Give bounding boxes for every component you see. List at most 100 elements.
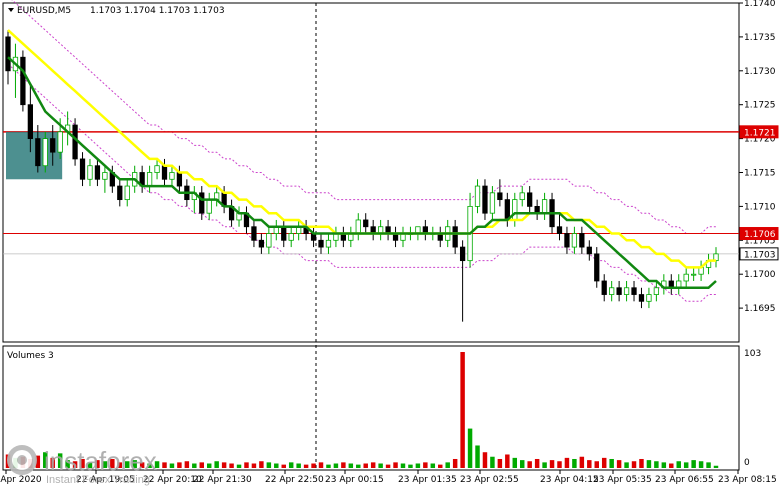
candles-group <box>5 30 719 322</box>
volume-bar <box>490 456 495 468</box>
volume-bar <box>311 463 316 468</box>
watermark-tagline: Instant Forex Trading <box>46 474 150 486</box>
volume-bar <box>706 462 711 468</box>
candle-body <box>72 124 78 160</box>
volume-bar <box>110 458 115 468</box>
volume-bar <box>50 457 55 468</box>
price-label-box <box>739 227 779 241</box>
volume-bar <box>251 463 257 468</box>
volume-bar <box>80 458 85 468</box>
dropdown-triangle-icon[interactable] <box>8 8 14 12</box>
candle-body <box>564 233 570 248</box>
volume-bar <box>117 462 123 468</box>
price-axis-ticks: 1.17401.17351.17301.17251.17201.17151.17… <box>739 0 776 314</box>
volume-bar <box>438 464 443 468</box>
volume-bar <box>467 428 473 468</box>
candle-body <box>206 199 212 214</box>
volume-bar <box>505 454 510 468</box>
x-tick-label: 22 Apr 2020 <box>0 475 42 485</box>
candle-body <box>251 226 257 241</box>
candle-body <box>146 172 153 187</box>
volume-bar <box>415 463 421 468</box>
candle-body <box>94 165 101 180</box>
volume-bar <box>639 458 644 468</box>
volume-bar <box>408 464 413 468</box>
candle-body <box>482 185 488 214</box>
volume-bar <box>587 460 592 468</box>
volume-bar <box>35 455 41 468</box>
candle-body <box>646 294 652 302</box>
y-tick-label: 1.1720 <box>744 135 776 145</box>
candle-body <box>258 239 265 248</box>
volume-bar <box>214 461 219 468</box>
volume-bar <box>236 464 242 468</box>
volume-bar <box>460 352 465 468</box>
volume-bar <box>475 445 480 468</box>
volume-bar <box>72 461 78 468</box>
price-panel-frame <box>2 2 740 343</box>
volume-bar <box>162 462 167 468</box>
volume-bar <box>102 461 108 468</box>
volume-bar <box>199 462 205 468</box>
volume-bar <box>274 463 279 468</box>
volume-bar <box>601 457 607 468</box>
price-labels: 1.1721 1.1706 1.1703 <box>739 125 779 261</box>
x-tick-label: 22 Apr 21:30 <box>193 475 252 485</box>
candle-body <box>489 192 496 214</box>
y-tick-label: 1.1705 <box>744 236 776 246</box>
volume-bar <box>393 462 398 468</box>
candle-body <box>50 138 56 153</box>
candle-body <box>325 239 332 248</box>
volume-bar <box>646 460 652 468</box>
volume-bar <box>631 461 637 468</box>
volume-bar <box>169 463 175 468</box>
candle-body <box>57 131 63 153</box>
volume-bar <box>542 462 547 468</box>
candle-body <box>519 192 525 201</box>
volume-title: Volumes 3 <box>7 351 54 361</box>
volume-bar <box>206 463 212 468</box>
volume-bar <box>333 463 339 468</box>
volume-bar <box>266 462 272 468</box>
candle-body <box>638 294 645 302</box>
volume-bar <box>698 461 704 468</box>
volume-bar <box>616 460 622 468</box>
x-tick-label: 23 Apr 08:15 <box>718 475 777 485</box>
volume-bar <box>125 461 130 468</box>
volume-bar <box>512 457 518 468</box>
volume-panel-frame <box>2 345 740 471</box>
volume-bar <box>259 461 264 468</box>
volume-bar <box>57 453 63 468</box>
volume-bar <box>154 461 160 468</box>
candle-body <box>616 287 622 295</box>
volume-bar <box>370 462 376 468</box>
volume-bar <box>87 462 93 468</box>
volume-bar <box>281 464 286 468</box>
candle-body <box>169 172 175 180</box>
volume-bar <box>139 462 145 468</box>
candle-body <box>623 287 630 295</box>
y-tick-label: 1.1700 <box>744 270 776 280</box>
volume-bar <box>683 462 689 468</box>
candle-body <box>452 226 458 248</box>
volume-max-label: 103 <box>744 349 761 359</box>
x-tick-label: 23 Apr 00:15 <box>325 475 384 485</box>
volume-bar <box>572 458 577 468</box>
volume-bar <box>378 463 383 468</box>
volume-bar <box>691 460 696 468</box>
candle-body <box>266 233 272 248</box>
volume-bar <box>654 461 659 468</box>
volume-bar <box>326 464 331 468</box>
candle-body <box>154 165 160 173</box>
candle-body <box>124 185 130 201</box>
y-tick-label: 1.1710 <box>744 202 776 212</box>
x-tick-label: 22 Apr 22:50 <box>265 475 324 485</box>
volume-bar <box>296 463 301 468</box>
volume-bar <box>423 462 428 468</box>
volume-bar <box>177 462 182 468</box>
candle-body <box>42 138 48 167</box>
volume-bar <box>341 462 346 468</box>
volume-bar <box>184 461 190 468</box>
price-label-box <box>739 125 779 139</box>
volume-bar <box>192 463 197 468</box>
